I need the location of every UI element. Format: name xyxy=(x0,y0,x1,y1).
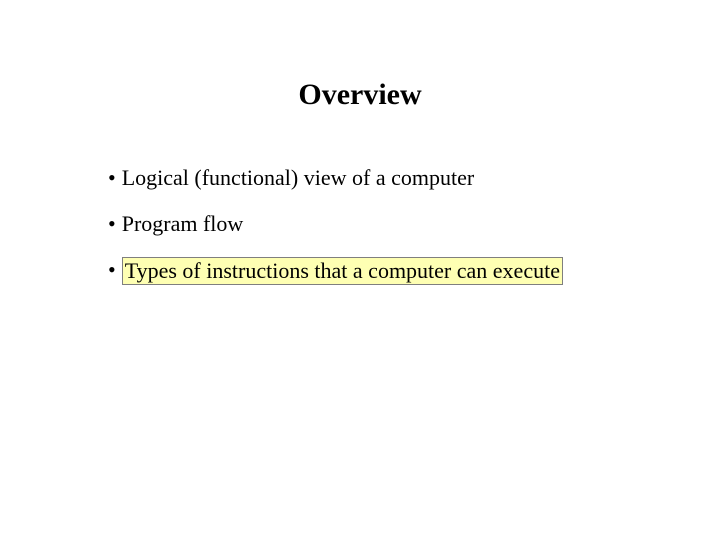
slide: Overview • Logical (functional) view of … xyxy=(0,0,720,540)
bullet-marker: • xyxy=(108,257,116,283)
bullet-text: Program flow xyxy=(122,211,244,237)
bullet-list: • Logical (functional) view of a compute… xyxy=(108,165,563,305)
list-item: • Types of instructions that a computer … xyxy=(108,257,563,285)
bullet-text-highlighted: Types of instructions that a computer ca… xyxy=(122,257,563,285)
bullet-text: Logical (functional) view of a computer xyxy=(122,165,474,191)
list-item: • Program flow xyxy=(108,211,563,237)
bullet-marker: • xyxy=(108,211,116,237)
list-item: • Logical (functional) view of a compute… xyxy=(108,165,563,191)
slide-title: Overview xyxy=(0,78,720,112)
bullet-marker: • xyxy=(108,165,116,191)
